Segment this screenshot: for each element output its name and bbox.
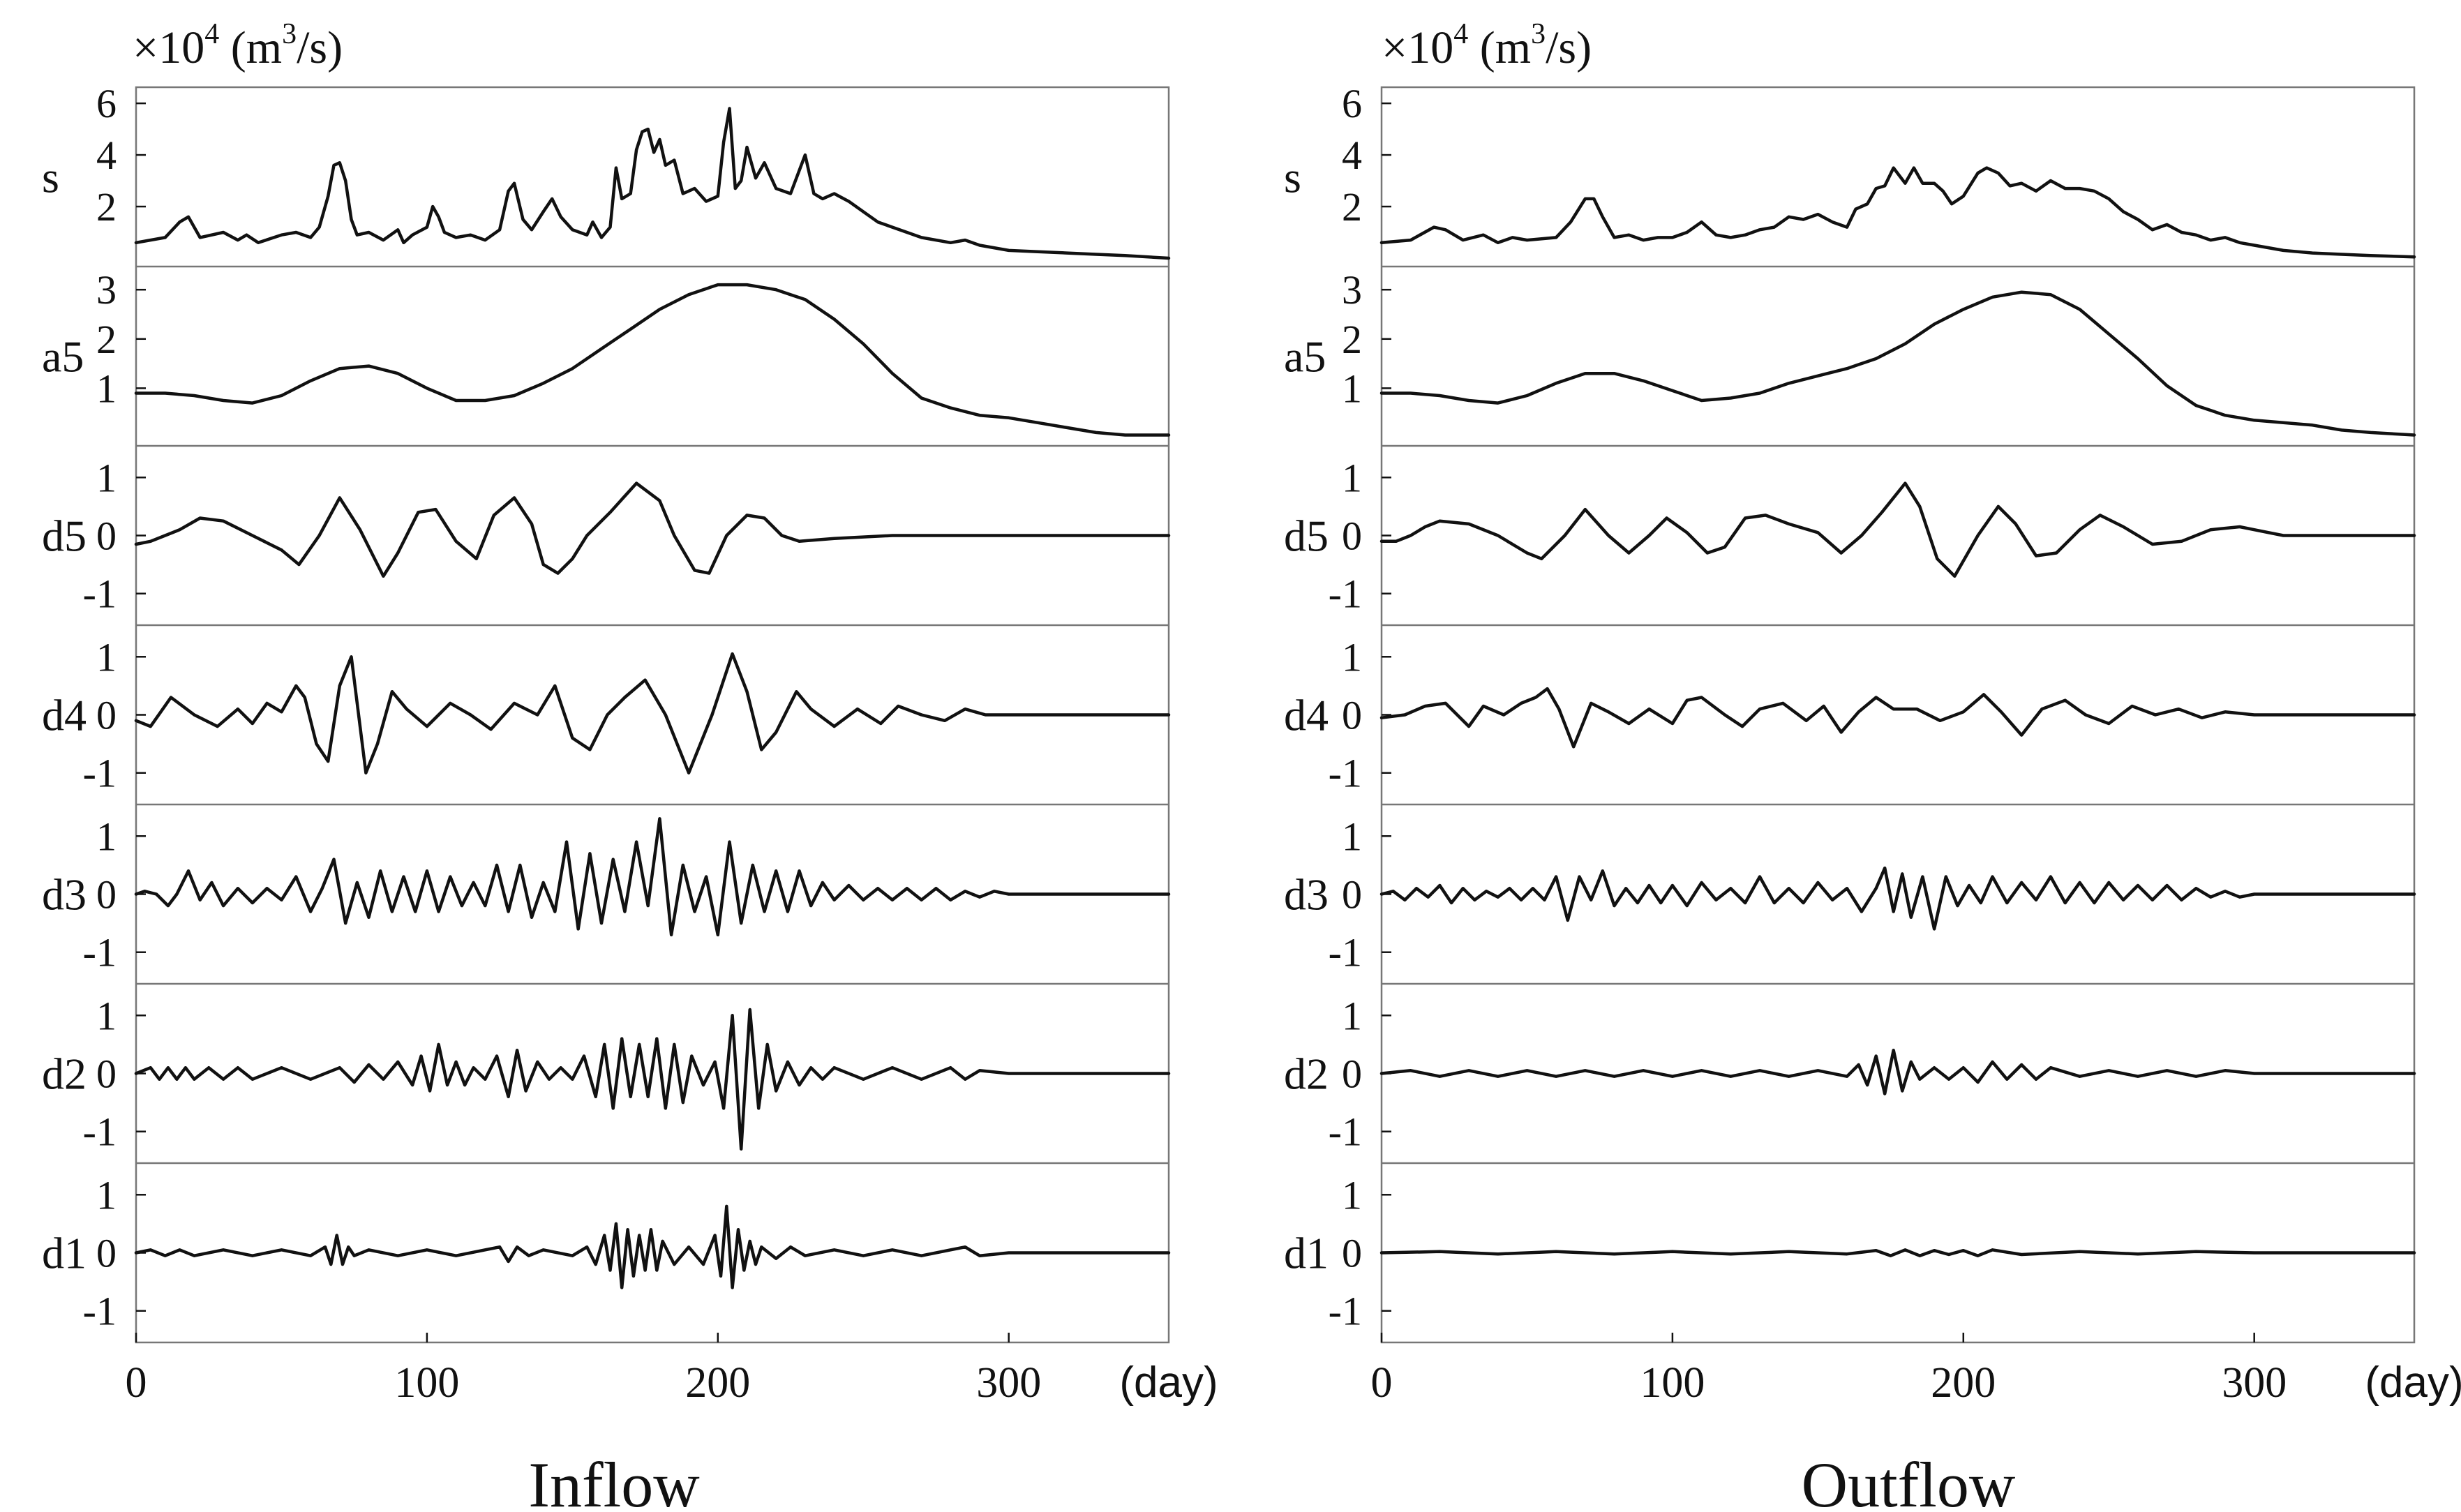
y-tick-label: 0 [1342, 693, 1362, 738]
row-label-d4: d4 [1284, 691, 1329, 740]
row-label-d1: d1 [1284, 1229, 1329, 1278]
series-line-d2 [1379, 1048, 2416, 1095]
series-line-d3 [1379, 866, 2416, 931]
y-tick-label: 2 [96, 184, 117, 230]
y-tick-label: 2 [1342, 317, 1362, 362]
x-tick-label: 300 [2222, 1359, 2287, 1407]
row-label-d5: d5 [42, 511, 87, 561]
row-label-d4: d4 [42, 691, 87, 740]
row-label-d3: d3 [42, 870, 87, 920]
y-tick-label: 1 [96, 366, 117, 411]
unit-label-outflow: ×104 (m3/s) [1382, 18, 1592, 73]
y-tick-label: 0 [96, 1051, 117, 1097]
y-tick-label: -1 [1329, 571, 1362, 617]
y-tick-label: 1 [1342, 1172, 1362, 1218]
row-label-d2: d2 [1284, 1049, 1329, 1099]
inflow-panel: s246a5123d5-101d4-101d3-101d2-101d1-1010… [42, 81, 1218, 1512]
y-tick-label: 2 [1342, 184, 1362, 230]
y-tick-label: 0 [1342, 1231, 1362, 1276]
y-tick-label: 1 [1342, 634, 1362, 680]
x-unit-label: (day) [1119, 1358, 1218, 1407]
y-tick-label: -1 [1329, 1109, 1362, 1155]
y-tick-label: 6 [96, 81, 117, 126]
row-label-d1: d1 [42, 1229, 87, 1278]
y-tick-label: 4 [96, 133, 117, 178]
y-tick-label: -1 [1329, 751, 1362, 796]
y-tick-label: 1 [1342, 366, 1362, 411]
y-tick-label: 0 [1342, 514, 1362, 559]
x-unit-label: (day) [2365, 1358, 2461, 1407]
y-tick-label: 2 [96, 317, 117, 362]
y-tick-label: 1 [1342, 814, 1362, 859]
series-line-d4 [134, 652, 1171, 774]
y-tick-label: -1 [83, 571, 117, 617]
y-tick-label: 0 [96, 693, 117, 738]
unit-label-inflow: ×104 (m3/s) [133, 18, 343, 73]
y-tick-label: -1 [83, 930, 117, 975]
y-tick-label: 0 [96, 872, 117, 918]
series-line-d5 [1379, 481, 2416, 578]
row-label-s: s [1284, 153, 1301, 202]
y-tick-label: 4 [1342, 133, 1362, 178]
y-tick-label: 3 [1342, 267, 1362, 313]
y-tick-label: -1 [83, 1289, 117, 1334]
y-tick-label: 1 [96, 455, 117, 500]
row-label-s: s [42, 153, 59, 202]
row-label-a5: a5 [42, 332, 84, 382]
x-tick-label: 0 [126, 1359, 147, 1407]
series-line-a5 [134, 283, 1171, 437]
y-tick-label: 0 [96, 514, 117, 559]
row-label-a5: a5 [1284, 332, 1326, 382]
y-tick-label: 1 [1342, 993, 1362, 1038]
y-tick-label: 3 [96, 267, 117, 313]
series-line-d4 [1379, 687, 2416, 749]
series-line-s [134, 107, 1171, 260]
y-tick-label: -1 [1329, 1289, 1362, 1334]
y-tick-label: 1 [96, 993, 117, 1038]
x-tick-label: 0 [1371, 1359, 1393, 1407]
y-tick-label: 0 [1342, 872, 1362, 918]
y-tick-label: 1 [1342, 455, 1362, 500]
series-line-d1 [134, 1204, 1171, 1289]
y-tick-label: 1 [96, 634, 117, 680]
svg-text:×104 (m3/s): ×104 (m3/s) [1382, 18, 1592, 73]
x-tick-label: 200 [685, 1359, 750, 1407]
y-tick-label: 0 [96, 1231, 117, 1276]
y-tick-label: 6 [1342, 81, 1362, 126]
series-line-d1 [1379, 1248, 2416, 1257]
x-tick-label: 100 [1640, 1359, 1705, 1407]
y-tick-label: -1 [1329, 930, 1362, 975]
y-tick-label: 1 [96, 1172, 117, 1218]
panel-title: Outflow [1802, 1449, 2016, 1512]
row-label-d5: d5 [1284, 511, 1329, 561]
series-line-d5 [134, 481, 1171, 578]
row-label-d3: d3 [1284, 870, 1329, 920]
series-line-a5 [1379, 290, 2416, 437]
series-line-d3 [134, 817, 1171, 937]
y-tick-label: 1 [96, 814, 117, 859]
y-tick-label: -1 [83, 1109, 117, 1155]
panel-title: Inflow [528, 1449, 700, 1512]
y-tick-label: -1 [83, 751, 117, 796]
series-line-s [1379, 166, 2416, 259]
svg-text:×104 (m3/s): ×104 (m3/s) [133, 18, 343, 73]
outflow-panel: s246a5123d5-101d4-101d3-101d2-101d1-1010… [1284, 81, 2461, 1512]
y-tick-label: 0 [1342, 1051, 1362, 1097]
x-tick-label: 200 [1931, 1359, 1996, 1407]
x-tick-label: 300 [976, 1359, 1041, 1407]
x-tick-label: 100 [394, 1359, 459, 1407]
series-line-d2 [134, 1008, 1171, 1151]
row-label-d2: d2 [42, 1049, 87, 1099]
